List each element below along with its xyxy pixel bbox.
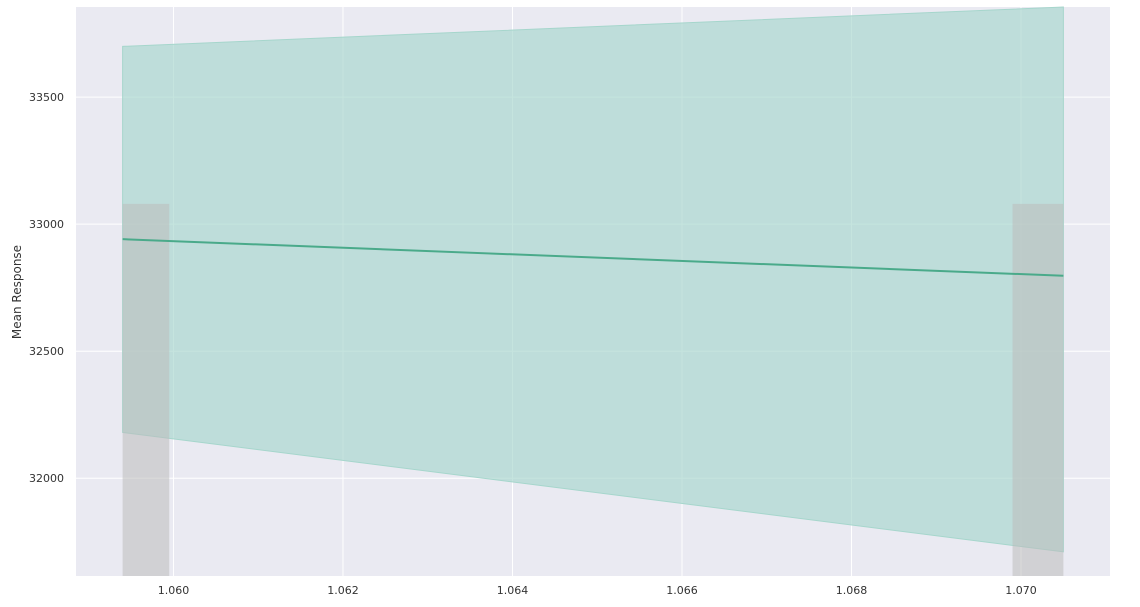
- histogram-layer: [122, 203, 1064, 577]
- histogram-bar: [1012, 203, 1064, 577]
- x-tick-label: 1.064: [497, 584, 529, 597]
- x-tick-label: 1.060: [158, 584, 190, 597]
- y-tick-label: 32000: [29, 472, 64, 485]
- y-tick-label: 32500: [29, 345, 64, 358]
- x-tick-label: 1.062: [327, 584, 359, 597]
- x-tick-label: 1.070: [1005, 584, 1037, 597]
- line-layer: [122, 238, 1064, 277]
- series-line: [122, 238, 1064, 277]
- x-tick-label: 1.068: [836, 584, 868, 597]
- x-tick-label: 1.066: [666, 584, 698, 597]
- x-tick-labels: 1.060 1.062 1.064 1.066 1.068 1.070: [158, 584, 1037, 597]
- histogram-bar: [122, 203, 170, 577]
- y-tick-label: 33500: [29, 91, 64, 104]
- y-tick-labels: 32000 32500 33000 33500: [29, 91, 64, 485]
- y-tick-label: 33000: [29, 218, 64, 231]
- y-axis-label: Mean Response: [10, 245, 24, 339]
